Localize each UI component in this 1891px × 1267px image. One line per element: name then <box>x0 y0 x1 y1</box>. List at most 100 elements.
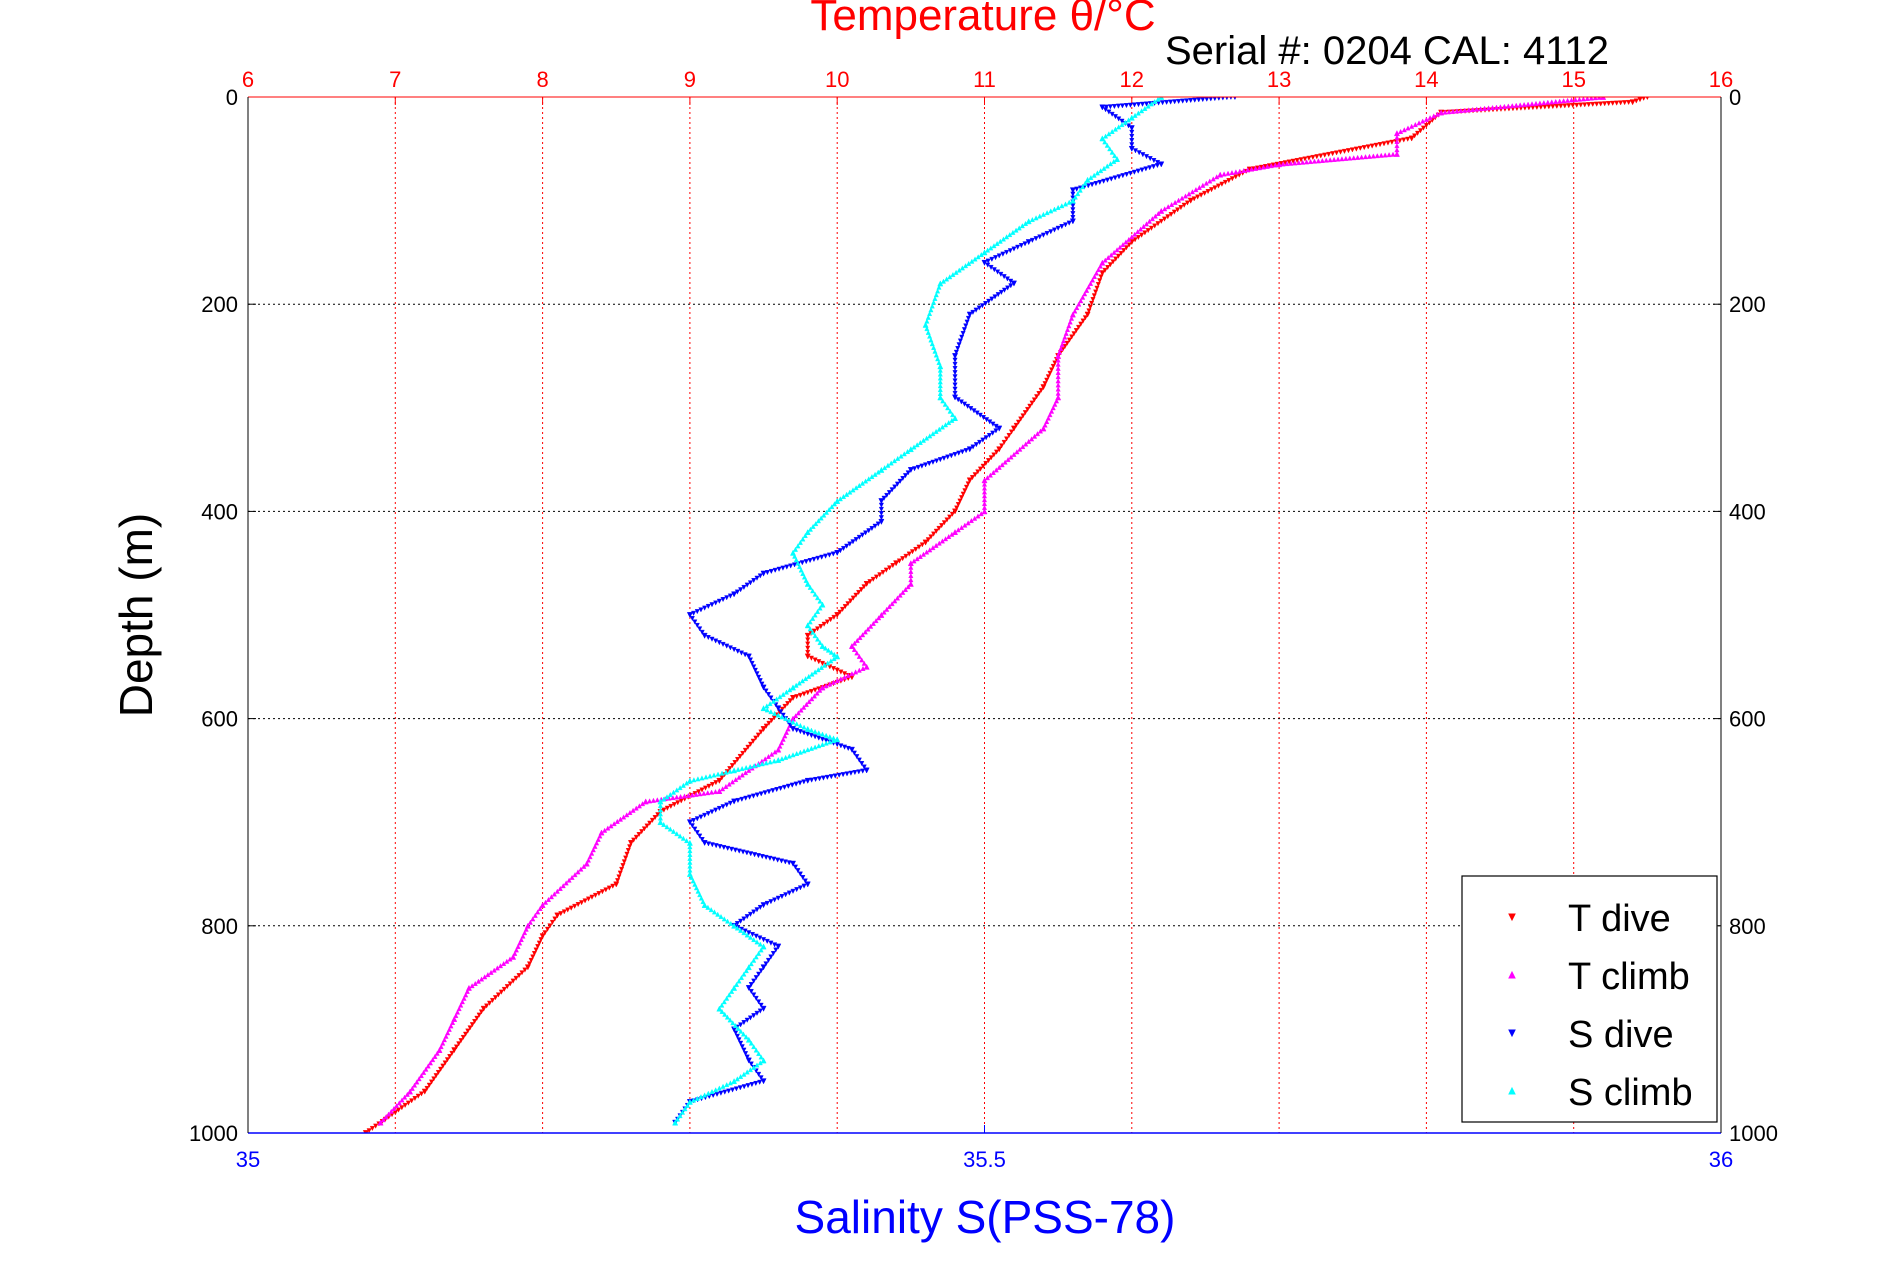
series-marker <box>925 329 931 335</box>
series-marker <box>388 1108 394 1114</box>
series-marker <box>795 543 801 549</box>
data-point <box>1128 125 1135 132</box>
series-marker <box>727 593 733 599</box>
data-point <box>1099 270 1106 277</box>
series-marker <box>1169 201 1175 207</box>
series-marker <box>739 796 745 802</box>
series-marker <box>1192 97 1198 103</box>
data-point <box>554 912 561 919</box>
series-marker <box>1398 128 1404 134</box>
data-point <box>966 311 973 318</box>
series-marker <box>978 251 984 258</box>
series-marker <box>1561 98 1567 104</box>
series-marker <box>1044 210 1050 216</box>
series-marker <box>751 936 757 943</box>
series-marker <box>779 740 785 746</box>
series-marker <box>705 841 711 847</box>
series-marker <box>1060 338 1067 344</box>
series-marker <box>757 941 763 947</box>
series-marker <box>1136 150 1142 156</box>
series-marker <box>747 763 753 770</box>
series-marker <box>994 240 1000 246</box>
series-marker <box>860 768 866 774</box>
series-marker <box>1102 257 1108 263</box>
series-marker <box>1382 152 1388 158</box>
series-marker <box>1129 142 1135 148</box>
series-marker <box>985 247 991 253</box>
series-marker <box>472 1019 478 1025</box>
series-marker <box>489 997 496 1004</box>
series-marker <box>1431 113 1437 119</box>
series-marker <box>1401 137 1407 143</box>
series-marker <box>959 449 965 455</box>
series-marker <box>705 790 711 796</box>
series-marker <box>792 546 798 552</box>
series-marker <box>767 759 773 765</box>
series-marker <box>575 869 581 875</box>
series-marker <box>823 683 829 689</box>
series-marker <box>743 770 749 776</box>
series-marker <box>746 930 752 936</box>
series-marker <box>664 805 670 811</box>
series-marker <box>596 891 602 897</box>
series-marker <box>932 348 938 354</box>
series-marker <box>1198 192 1204 198</box>
series-marker <box>1050 363 1056 370</box>
series-marker <box>735 648 741 654</box>
series-marker <box>741 1047 747 1053</box>
series-marker <box>961 327 967 333</box>
series-marker <box>589 894 595 900</box>
series-marker <box>1095 282 1101 288</box>
series-marker <box>925 314 931 320</box>
series-marker <box>1373 142 1379 148</box>
series-marker <box>1123 239 1129 245</box>
series-marker <box>1113 256 1119 262</box>
series-marker <box>724 995 730 1001</box>
data-point <box>775 756 782 763</box>
series-marker <box>944 517 950 523</box>
series-marker <box>834 742 840 748</box>
series-marker <box>852 770 858 776</box>
series-marker <box>727 800 733 806</box>
series-marker <box>1097 179 1103 186</box>
series-marker <box>797 692 803 698</box>
series-marker <box>780 565 786 571</box>
series-marker <box>516 973 522 979</box>
series-marker <box>924 549 930 555</box>
series-marker <box>719 1002 725 1008</box>
data-point <box>657 819 664 826</box>
series-marker <box>1074 305 1080 311</box>
series-marker <box>952 361 958 367</box>
series-marker <box>854 754 860 760</box>
series-marker <box>957 498 963 504</box>
series-marker <box>768 899 774 905</box>
series-marker <box>1109 149 1115 155</box>
data-point <box>863 767 870 774</box>
series-marker <box>797 729 803 735</box>
series-marker <box>501 986 507 992</box>
series-marker <box>946 419 952 425</box>
series-marker <box>876 615 882 621</box>
series-marker <box>560 883 566 889</box>
series-marker <box>671 828 677 834</box>
series-marker <box>959 524 965 530</box>
series-marker <box>1594 101 1600 107</box>
series-marker <box>959 495 965 501</box>
series-marker <box>1023 220 1029 226</box>
series-marker <box>720 804 726 810</box>
series-marker <box>1135 110 1141 116</box>
series-marker <box>438 1066 444 1072</box>
series-marker <box>889 487 895 493</box>
series-marker <box>674 787 680 793</box>
series-marker <box>1361 145 1367 151</box>
series-marker <box>476 1012 482 1018</box>
series-marker <box>865 626 871 632</box>
series-marker <box>911 444 917 450</box>
series-marker <box>1205 189 1211 195</box>
series-marker <box>1120 173 1126 179</box>
series-marker <box>585 857 591 863</box>
series-marker <box>878 511 884 517</box>
series-marker <box>842 674 848 680</box>
series-marker <box>1112 175 1118 181</box>
